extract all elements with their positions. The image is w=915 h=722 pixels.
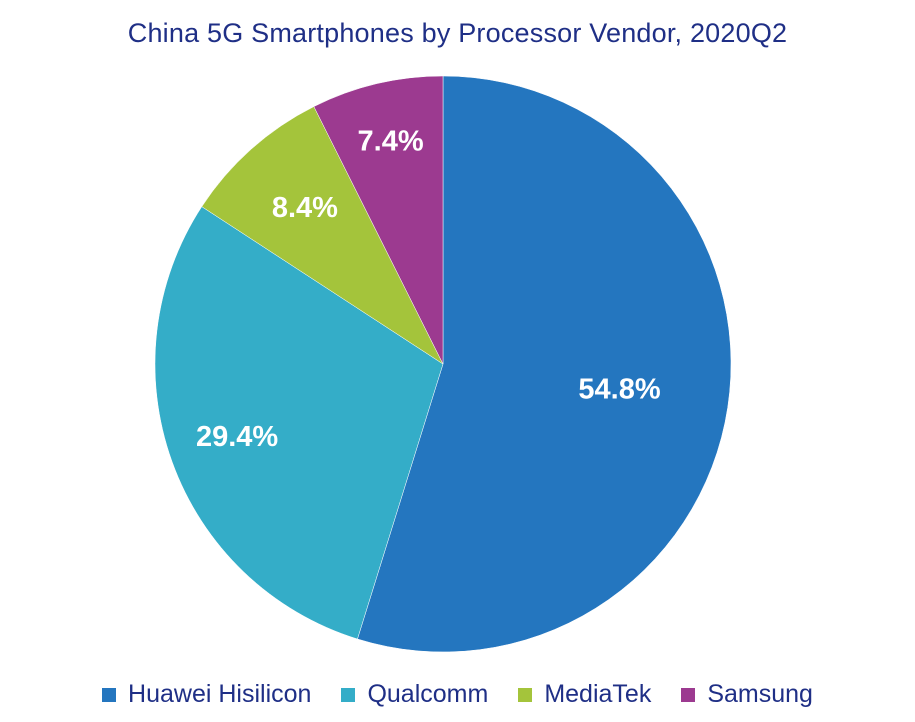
- pie-slice-samsung: [313, 75, 444, 365]
- slice-label-samsung: 7.4%: [358, 125, 424, 157]
- slice-label-huawei-hisilicon: 54.8%: [578, 373, 660, 405]
- pie-slice-huawei-hisilicon: [357, 75, 732, 653]
- legend-swatch: [102, 687, 117, 702]
- legend-item-qualcomm: Qualcomm: [341, 680, 488, 709]
- pie-slice-mediatek: [201, 106, 444, 365]
- slice-label-qualcomm: 29.4%: [196, 421, 278, 453]
- pie-chart: 54.8% 29.4% 8.4% 7.4%: [154, 75, 732, 653]
- slice-label-mediatek: 8.4%: [272, 192, 338, 224]
- legend-label: Qualcomm: [367, 680, 489, 708]
- legend-swatch: [681, 687, 696, 702]
- legend-item-mediatek: MediaTek: [518, 680, 651, 709]
- pie-slices: [154, 75, 732, 653]
- legend-swatch: [341, 687, 356, 702]
- pie-slice-qualcomm: [154, 206, 444, 640]
- legend-item-samsung: Samsung: [681, 680, 813, 709]
- legend-item-huawei: Huawei Hisilicon: [102, 680, 311, 709]
- legend-label: Samsung: [707, 680, 813, 708]
- legend-label: Huawei Hisilicon: [128, 680, 312, 708]
- pie-labels: 54.8% 29.4% 8.4% 7.4%: [196, 125, 661, 453]
- legend: Huawei Hisilicon Qualcomm MediaTek Samsu…: [0, 680, 915, 709]
- legend-swatch: [518, 687, 533, 702]
- chart-title: China 5G Smartphones by Processor Vendor…: [127, 18, 788, 48]
- legend-label: MediaTek: [544, 680, 652, 708]
